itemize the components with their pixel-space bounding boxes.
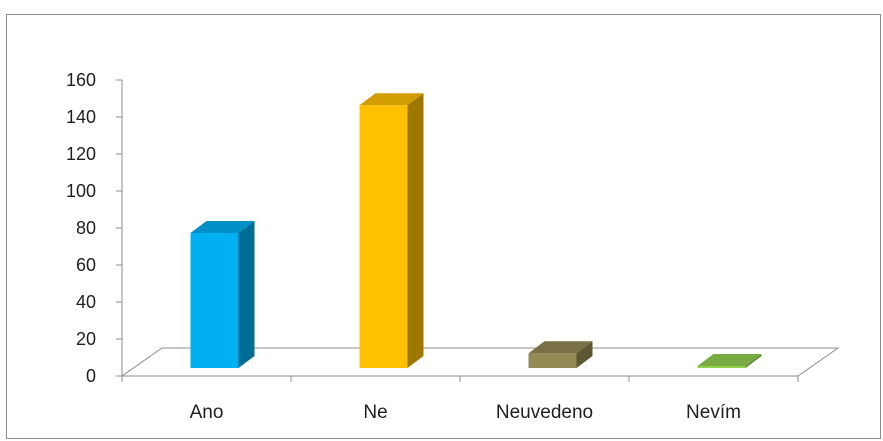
- x-tick-label: Ne: [363, 402, 387, 423]
- y-tick-label: 140: [66, 107, 96, 127]
- y-tick-label: 60: [76, 255, 96, 275]
- bar-side: [745, 354, 762, 368]
- bar-top: [359, 93, 424, 106]
- chart-floor: [120, 347, 840, 377]
- bar-top: [190, 220, 255, 233]
- bar-nevím: [697, 354, 762, 368]
- y-tick-label: 20: [76, 329, 96, 349]
- bar-front: [528, 353, 577, 368]
- x-tick-label: Nevím: [686, 402, 741, 423]
- floor-plane: [120, 347, 840, 377]
- category-axis: Ano Ne Neuvedeno Nevím: [121, 376, 799, 423]
- bar-side: [576, 341, 593, 368]
- bar-top: [528, 341, 593, 354]
- value-axis: 0 20 40 60 80 100 120 140 160: [66, 70, 123, 386]
- x-tick-label: Neuvedeno: [496, 402, 593, 423]
- bar-ano: [190, 220, 255, 368]
- x-tick-label: Ano: [190, 402, 224, 423]
- bar-front: [190, 232, 239, 368]
- y-tick-label: 0: [86, 366, 96, 386]
- bar-top: [697, 354, 762, 366]
- y-tick-label: 160: [66, 70, 96, 90]
- y-tick-label: 80: [76, 218, 96, 238]
- bar-neuvedeno: [528, 341, 593, 368]
- bar-front: [359, 105, 408, 369]
- y-tick-label: 100: [66, 181, 96, 201]
- bar-front: [697, 366, 746, 368]
- bar-series: [190, 93, 762, 369]
- bar-ne: [359, 93, 424, 369]
- y-tick-label: 120: [66, 144, 96, 164]
- y-tick-label: 40: [76, 292, 96, 312]
- bar-side: [407, 93, 424, 369]
- bar-side: [238, 220, 255, 368]
